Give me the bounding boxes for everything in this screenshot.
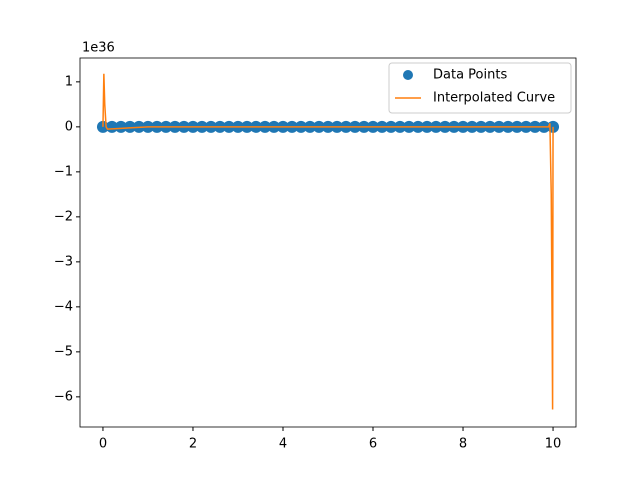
- y-tick-label: −5: [54, 344, 73, 359]
- x-tick-label: 2: [189, 437, 197, 452]
- x-tick-label: 6: [369, 437, 377, 452]
- y-tick-label: −4: [54, 299, 73, 314]
- y-tick-label: −2: [54, 209, 73, 224]
- legend: Data Points Interpolated Curve: [388, 62, 572, 114]
- legend-label: Interpolated Curve: [433, 91, 555, 106]
- y-tick-label: 0: [65, 119, 73, 134]
- data-point: [105, 120, 118, 133]
- y-tick-label: −3: [54, 254, 73, 269]
- x-tick-label: 8: [459, 437, 467, 452]
- x-tick-label: 4: [279, 437, 287, 452]
- curve: [102, 73, 554, 410]
- legend-marker: [403, 70, 413, 80]
- x-tick-label: 10: [545, 437, 562, 452]
- data-point: [114, 120, 127, 133]
- axes-frame: [79, 57, 577, 428]
- y-tick-label: −6: [54, 389, 73, 404]
- offset-label: 1e36: [82, 41, 115, 56]
- legend-box: [388, 62, 572, 114]
- legend-label: Data Points: [433, 68, 507, 83]
- y-tick-label: 1: [65, 74, 73, 89]
- data-point: [123, 120, 136, 133]
- y-tick-label: −1: [54, 164, 73, 179]
- x-tick-label: 0: [99, 437, 107, 452]
